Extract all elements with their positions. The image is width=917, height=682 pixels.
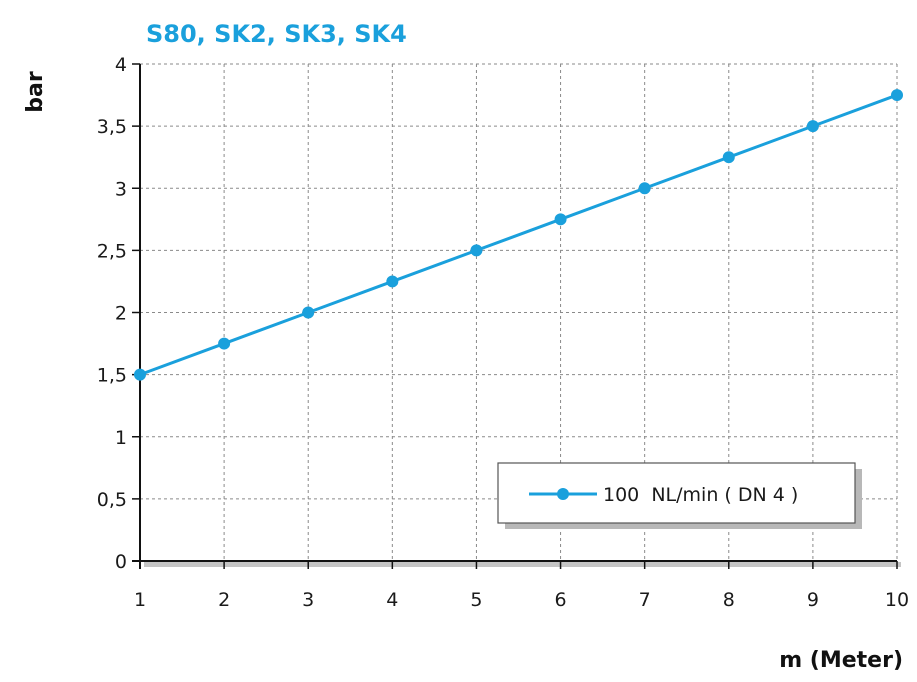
- legend-label: 100 NL/min ( DN 4 ): [603, 484, 798, 506]
- y-tick-label: 1,5: [97, 365, 127, 387]
- y-tick-label: 1: [115, 427, 127, 449]
- x-tick-label: 2: [218, 589, 230, 611]
- chart-title: S80, SK2, SK3, SK4: [146, 20, 407, 48]
- x-tick-label: 9: [807, 589, 819, 611]
- data-point: [218, 337, 231, 350]
- y-tick-labels: 0 0,5 1 1,5 2 2,5 3 3,5 4: [97, 54, 127, 573]
- data-point: [134, 368, 146, 381]
- x-tick-label: 5: [470, 589, 482, 611]
- y-tick-label: 4: [115, 54, 127, 76]
- legend-swatch-marker: [557, 488, 569, 500]
- y-tick-label: 2: [115, 303, 127, 325]
- x-tick-label: 1: [134, 589, 146, 611]
- legend: 100 NL/min ( DN 4 ): [497, 462, 862, 529]
- x-tick-label: 3: [302, 589, 314, 611]
- y-tick-label: 3,5: [97, 116, 127, 138]
- x-tick-label: 6: [555, 589, 567, 611]
- series-line: [139, 93, 898, 377]
- y-tick-label: 0,5: [97, 489, 127, 511]
- axes: [132, 63, 901, 569]
- x-tick-label: 4: [386, 589, 398, 611]
- data-point: [806, 120, 819, 133]
- series: [134, 89, 903, 381]
- x-tick-label: 10: [885, 589, 909, 611]
- data-point: [302, 306, 315, 319]
- y-tick-label: 0: [115, 551, 127, 573]
- x-tick-label: 7: [639, 589, 651, 611]
- data-point: [638, 182, 651, 195]
- data-point: [891, 89, 903, 102]
- y-tick-label: 3: [115, 178, 127, 200]
- x-tick-labels: 1 2 3 4 5 6 7 8 9 10: [134, 589, 909, 611]
- x-tick-label: 8: [723, 589, 735, 611]
- data-point: [722, 151, 735, 164]
- x-axis-label: m (Meter): [779, 648, 903, 673]
- data-point: [554, 213, 567, 226]
- plot-bottom-shadow: [144, 562, 901, 567]
- y-tick-label: 2,5: [97, 240, 127, 262]
- data-point: [386, 275, 399, 288]
- data-point: [470, 244, 483, 257]
- y-axis-label: bar: [23, 71, 48, 113]
